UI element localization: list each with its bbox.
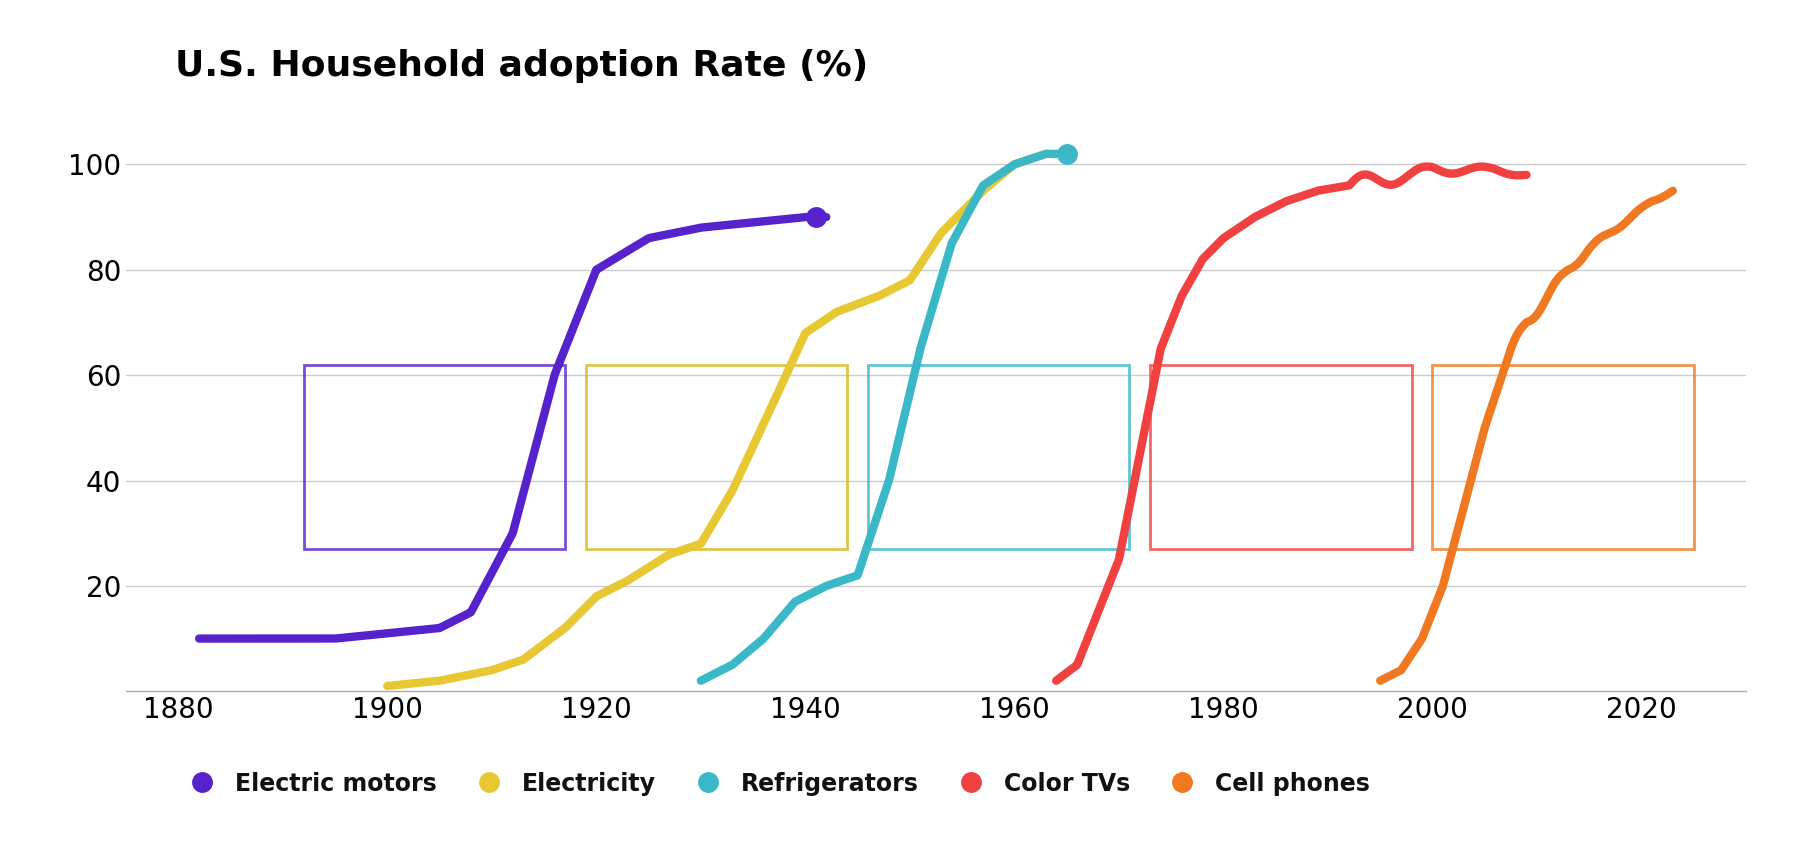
Bar — [1433, 364, 1694, 549]
Legend: Electric motors, Electricity, Refrigerators, Color TVs, Cell phones: Electric motors, Electricity, Refrigerat… — [169, 762, 1379, 805]
Bar — [304, 364, 565, 549]
Bar — [585, 364, 848, 549]
Bar — [868, 364, 1129, 549]
Text: U.S. Household adoption Rate (%): U.S. Household adoption Rate (%) — [175, 49, 868, 83]
Bar — [1150, 364, 1411, 549]
